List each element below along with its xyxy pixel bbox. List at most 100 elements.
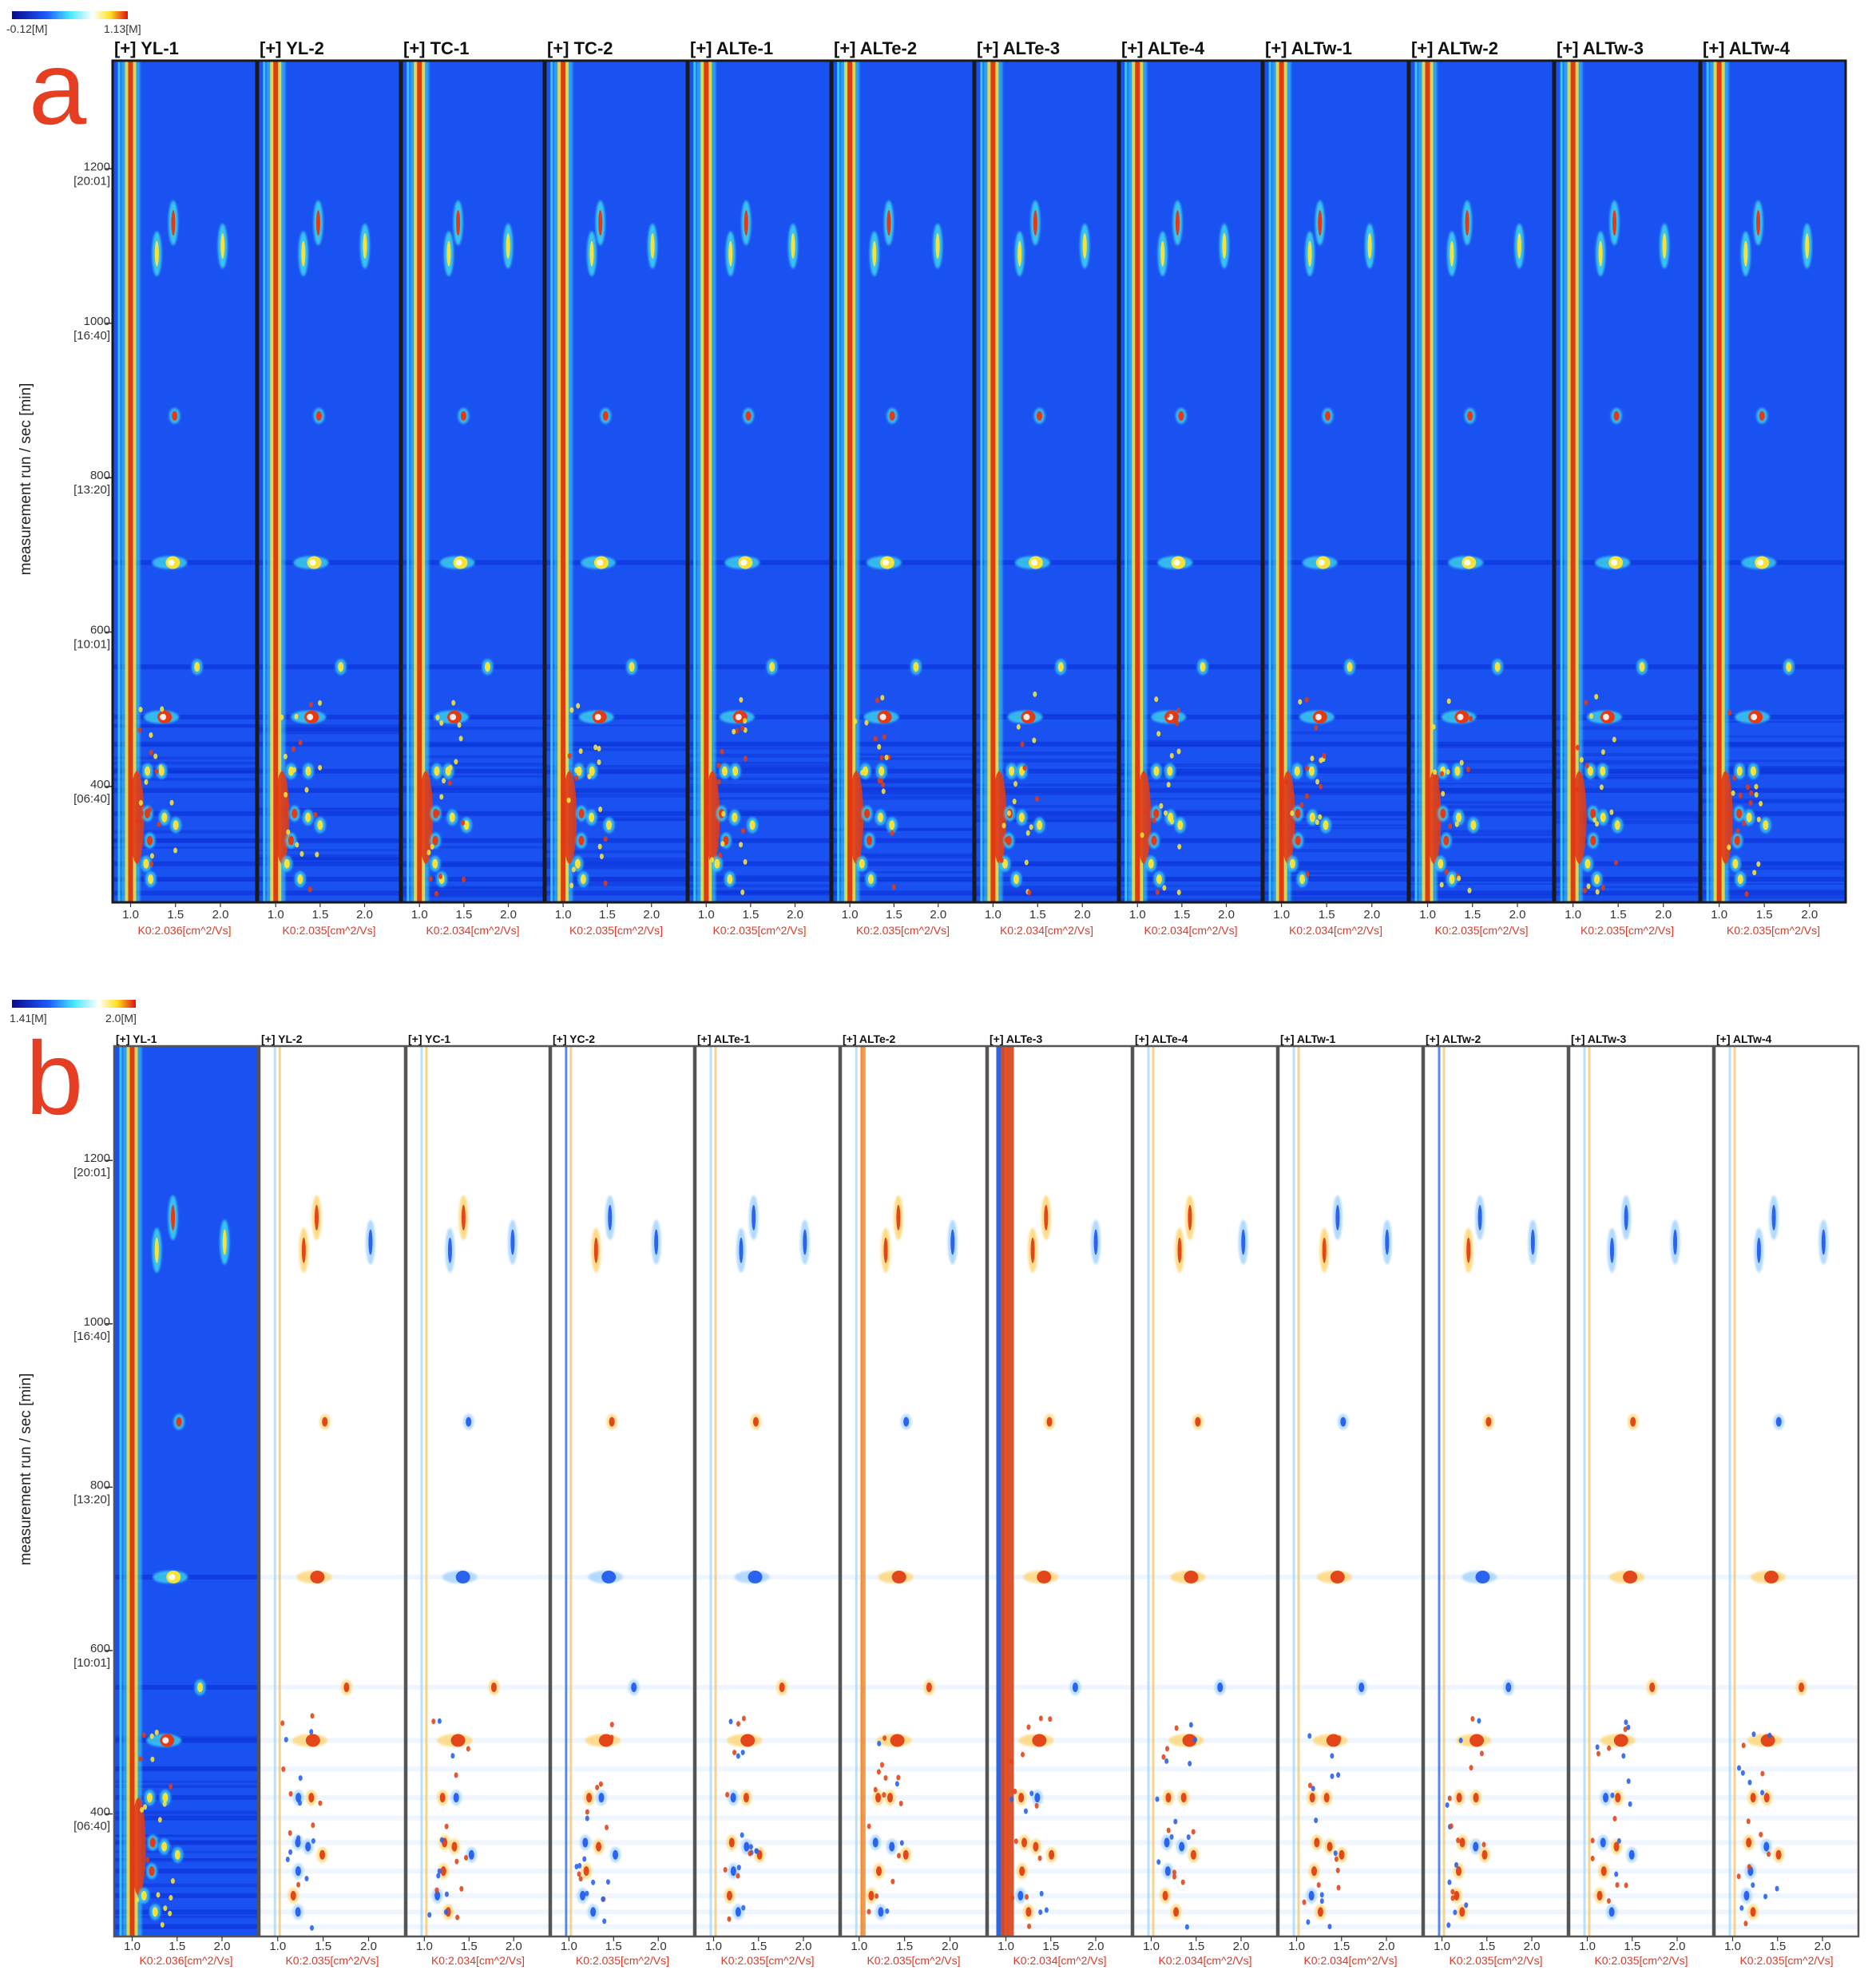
signal-spot <box>902 1849 909 1860</box>
signal-spot <box>466 1417 472 1427</box>
signal-dot <box>1037 1855 1042 1861</box>
signal-center <box>309 559 316 566</box>
signal-dot <box>743 755 748 762</box>
sample-title: [+] ALTe-2 <box>843 1033 895 1045</box>
signal-spot <box>1456 812 1462 822</box>
heatmap-band <box>114 1893 258 1898</box>
rip-streak-core <box>1425 61 1430 902</box>
heatmap-band <box>1279 1766 1422 1772</box>
heatmap-band <box>1424 1795 1568 1801</box>
heatmap-band <box>688 797 831 800</box>
k0-label: K0:2.035[cm^2/Vs] <box>1449 1954 1542 1967</box>
xtick-label: 1.5 <box>455 908 472 922</box>
signal-dot <box>1477 1718 1481 1724</box>
heatmap-band <box>688 890 831 894</box>
heatmap-band <box>1715 1909 1858 1915</box>
ytick-sublabel: [16:40] <box>73 329 110 343</box>
rip-diff-streak <box>565 1046 568 1936</box>
signal-spot <box>1324 410 1331 421</box>
signal-spot <box>1093 1229 1098 1255</box>
heatmap-band <box>1263 866 1408 870</box>
rip-edge <box>1706 61 1709 902</box>
signal-dot <box>717 852 722 858</box>
signal-spot <box>197 1683 204 1693</box>
heatmap-band <box>1120 787 1262 793</box>
signal-spot <box>1072 1683 1078 1693</box>
signal-dot <box>743 858 748 865</box>
signal-spot <box>301 240 306 267</box>
signal-dot <box>1626 1724 1631 1730</box>
heatmap-band <box>260 1685 405 1691</box>
signal-dot <box>281 1766 286 1773</box>
signal-dot <box>1165 1746 1170 1752</box>
heatmap-band <box>402 717 544 719</box>
signal-dot <box>434 890 439 897</box>
signal-spot <box>878 812 884 822</box>
ytick-sublabel: [10:01] <box>73 1656 110 1670</box>
signal-spot <box>154 1237 159 1263</box>
signal-spot <box>1037 820 1043 830</box>
signal-dot <box>1029 824 1033 830</box>
signal-dot <box>741 1715 746 1722</box>
signal-dot <box>1322 753 1327 759</box>
sample-frame <box>1713 1044 1860 1938</box>
heatmap-band <box>260 1795 405 1801</box>
signal-spot <box>1821 1229 1826 1255</box>
heatmap-band <box>1701 838 1846 843</box>
heatmap-band <box>832 757 974 760</box>
signal-spot <box>596 1841 602 1852</box>
ytick-label: 600 <box>90 624 110 637</box>
signal-spot <box>896 1204 901 1231</box>
signal-dot <box>578 748 583 755</box>
xtick-label: 1.5 <box>1624 1940 1640 1953</box>
signal-spot <box>1294 766 1300 776</box>
signal-dot <box>154 768 159 775</box>
signal-spot <box>295 1907 301 1917</box>
heatmap-band <box>832 890 974 896</box>
signal-dot <box>455 1914 460 1920</box>
signal-dot <box>1614 1871 1619 1877</box>
k0-label: K0:2.034[cm^2/Vs] <box>1144 924 1237 937</box>
signal-spot <box>1295 835 1301 846</box>
signal-center <box>1023 713 1030 720</box>
signal-spot <box>1330 1570 1345 1584</box>
xtick-label: 1.5 <box>311 908 328 922</box>
signal-spot <box>1165 1793 1172 1803</box>
xtick-label: 1.5 <box>1173 908 1190 922</box>
heatmap-band <box>988 1795 1132 1801</box>
signal-spot <box>1033 210 1037 236</box>
heatmap-band <box>114 1795 258 1801</box>
xtick-label: 1.0 <box>842 908 859 922</box>
heatmap-band <box>551 1869 694 1874</box>
signal-spot <box>1630 1417 1636 1427</box>
signal-dot <box>1016 723 1021 730</box>
colorbar-b <box>12 1000 136 1008</box>
rip-bulge <box>1572 771 1587 864</box>
signal-dot <box>435 810 440 816</box>
signal-spot <box>149 1837 156 1848</box>
signal-spot <box>1295 808 1301 819</box>
heatmap-band <box>545 879 687 882</box>
signal-dot <box>1441 791 1446 797</box>
signal-dot <box>597 746 601 752</box>
signal-dot <box>1749 790 1754 796</box>
heatmap-band <box>402 887 544 892</box>
signal-spot <box>1195 1417 1201 1427</box>
signal-dot <box>138 1755 143 1762</box>
signal-dot <box>1763 1893 1768 1900</box>
rip-streak-core <box>1570 61 1576 902</box>
signal-spot <box>1473 1841 1479 1852</box>
heatmap-band <box>1410 759 1553 763</box>
signal-spot <box>171 210 176 236</box>
rip-edge <box>1414 61 1418 902</box>
rip-diff-streak <box>273 1046 276 1936</box>
signal-spot <box>1044 1204 1049 1231</box>
signal-dot <box>1596 1750 1600 1757</box>
signal-dot <box>1159 803 1164 809</box>
heatmap-band <box>1555 890 1700 896</box>
signal-dot <box>1610 1792 1615 1798</box>
heatmap-band <box>832 879 974 882</box>
k0-label: K0:2.035[cm^2/Vs] <box>712 924 806 937</box>
rip-diff-streak <box>569 1046 573 1936</box>
